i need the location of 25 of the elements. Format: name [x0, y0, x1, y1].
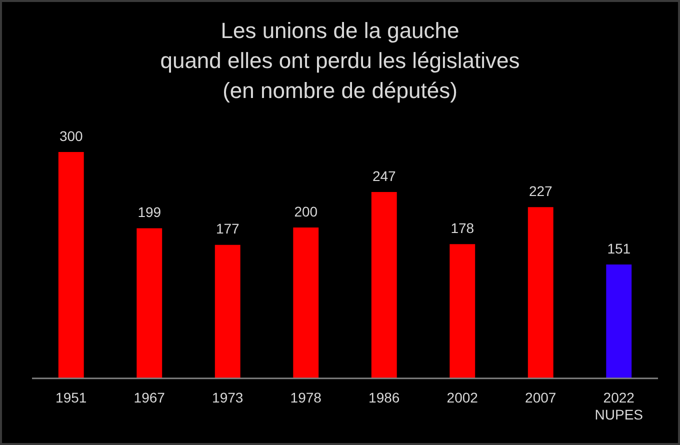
x-tick-label: 1951: [56, 390, 87, 406]
data-label: 247: [372, 168, 396, 184]
x-tick-label: 1967: [134, 390, 166, 406]
x-tick-label: 2002: [446, 390, 478, 406]
bar: [528, 207, 554, 378]
data-label: 200: [294, 203, 318, 220]
bar: [214, 244, 240, 378]
x-tick-label: 2007: [525, 390, 556, 406]
data-label: 151: [607, 240, 631, 256]
data-label: 300: [59, 128, 84, 144]
data-label: 227: [528, 182, 553, 199]
x-tick-label: 1986: [368, 390, 400, 406]
data-label: 199: [138, 204, 162, 220]
data-label: 177: [216, 220, 240, 237]
x-tick-label: 1978: [290, 390, 322, 406]
x-tick-label: 2022 NUPES: [594, 390, 643, 422]
bar: [58, 152, 84, 378]
bar: [606, 264, 632, 378]
x-tick-label: 1973: [212, 390, 244, 406]
bar: [450, 244, 476, 378]
chart-title: Les unions de la gauche quand elles ont perdu les législatives (en nombre de députés): [159, 17, 521, 105]
bar: [136, 228, 162, 378]
data-label: 178: [450, 220, 474, 236]
bar: [371, 192, 397, 378]
bar: [293, 227, 319, 378]
